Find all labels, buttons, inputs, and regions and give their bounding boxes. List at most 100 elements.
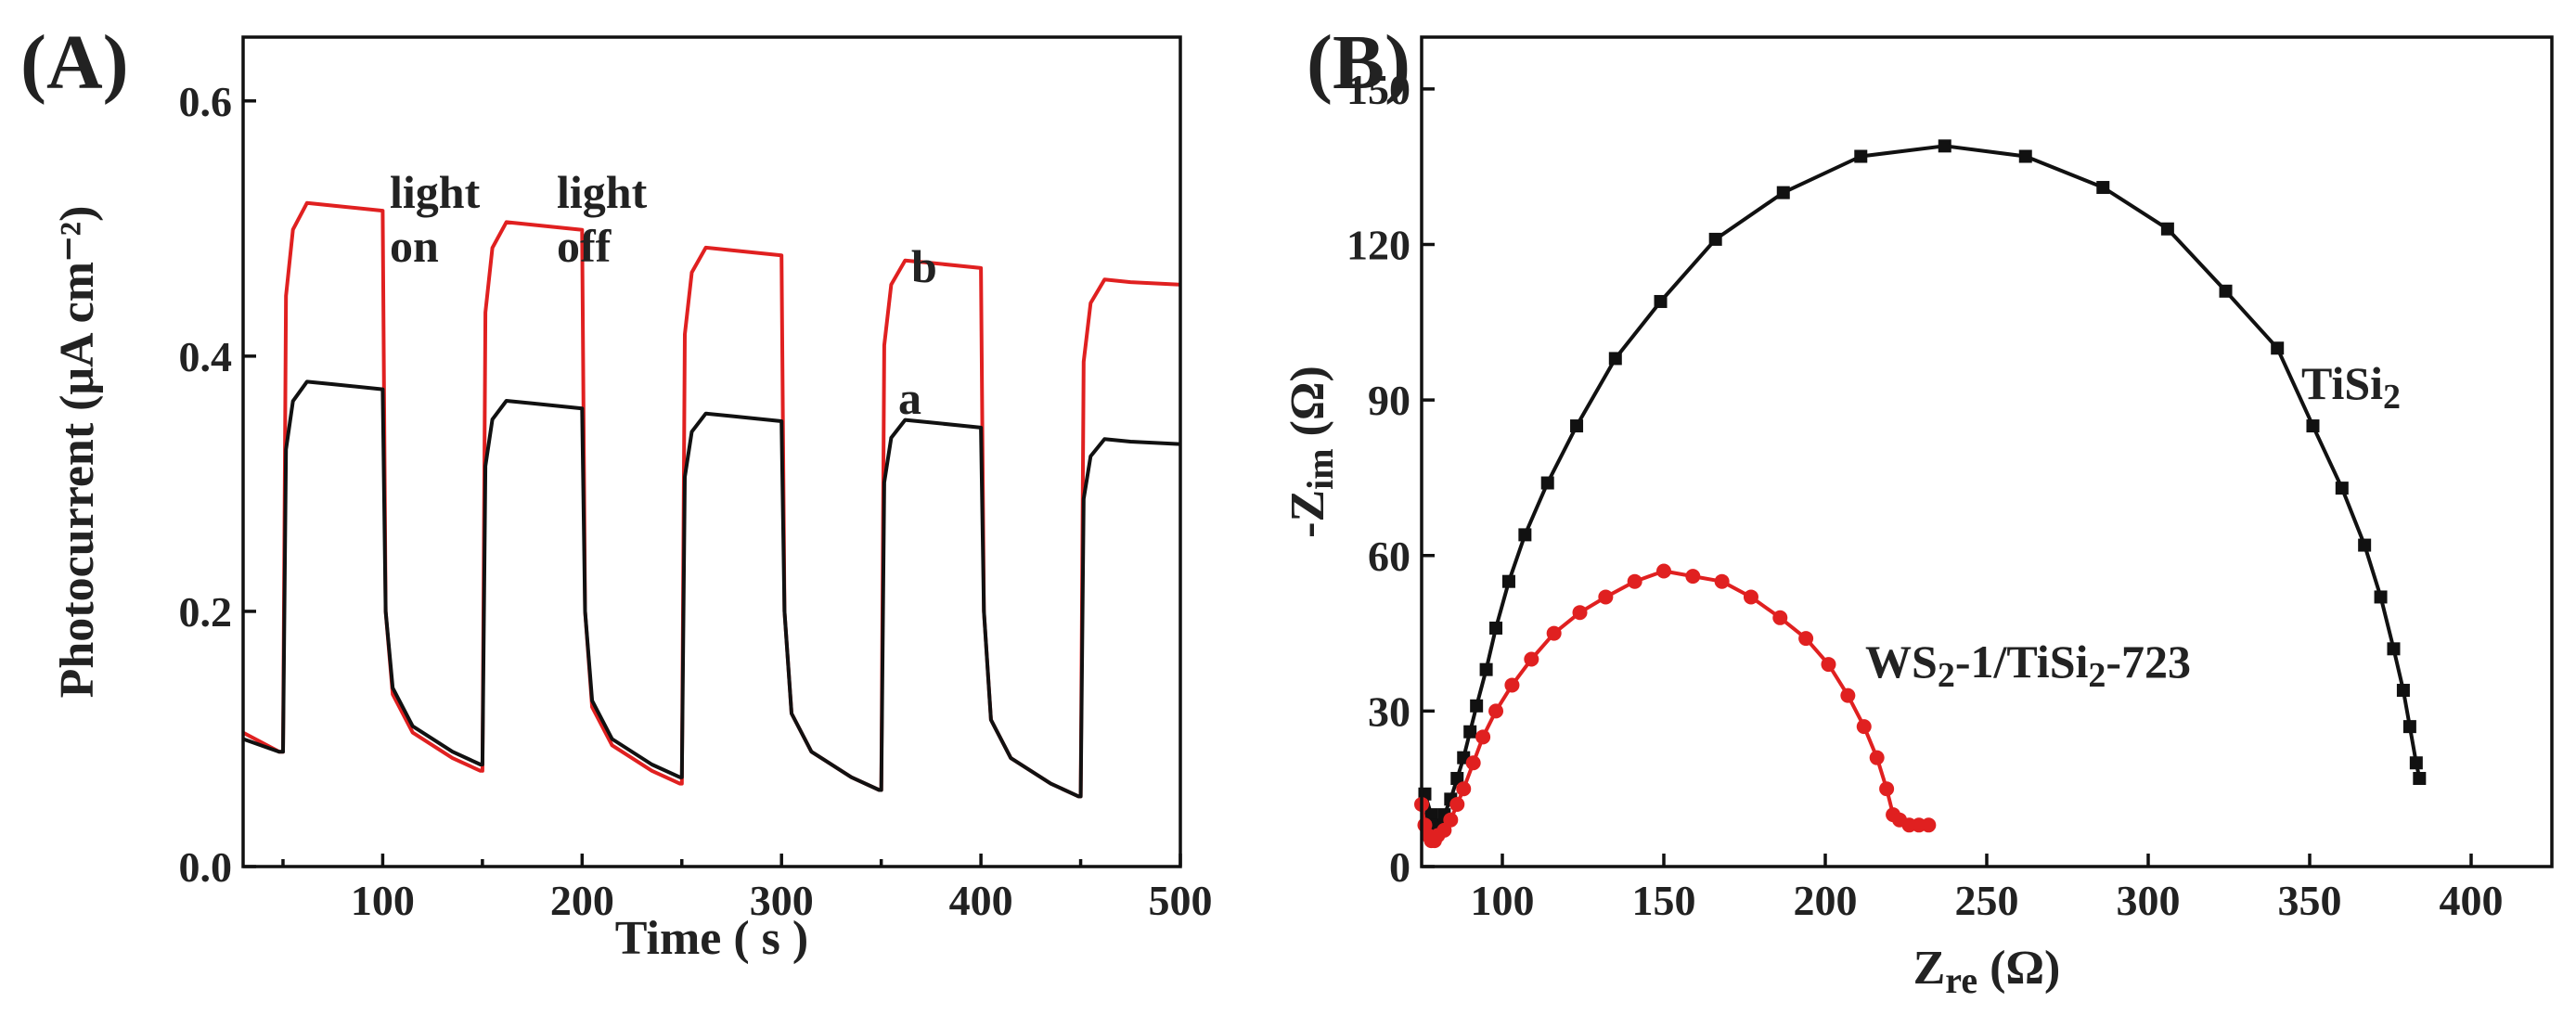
annotation-light-off-word2: off: [557, 220, 612, 272]
nyquist-point-TiSi2: [2409, 756, 2423, 770]
panel-a-x-tick-label: 300: [750, 877, 814, 924]
x-title-sub: re: [1945, 959, 1977, 1001]
panel-b-x-tick-label: 250: [1955, 877, 2019, 924]
panel-a-x-tick-label: 100: [351, 877, 415, 924]
panel-b-plot-frame: [1420, 35, 2554, 868]
panel-a-x-axis-title: Time ( s ): [615, 912, 808, 965]
nyquist-point-WS2-1/TiSi2-723: [1546, 625, 1562, 641]
panel-b-x-tick-label: 400: [2440, 877, 2504, 924]
panel-b-label: (B): [1307, 19, 1410, 106]
nyquist-point-TiSi2: [1938, 139, 1951, 153]
panel-b-y-tick-label: 30: [1368, 687, 1410, 735]
nyquist-point-WS2-1/TiSi2-723: [1488, 703, 1504, 719]
nyquist-point-TiSi2: [1479, 662, 1493, 676]
nyquist-point-TiSi2: [2306, 419, 2320, 433]
nyquist-point-TiSi2: [2160, 222, 2174, 236]
ws2-p1: WS: [1865, 636, 1938, 687]
panel-a-x-tick-label: 400: [949, 877, 1013, 924]
panel-a-y-tick-label: 0.6: [179, 78, 233, 125]
nyquist-point-TiSi2: [1708, 232, 1722, 246]
annotation-light-on-word2: on: [390, 220, 439, 272]
nyquist-point-TiSi2: [1470, 699, 1484, 713]
ws2-p5: -723: [2106, 636, 2191, 687]
panel-a-y-tick-label: 0.0: [179, 843, 233, 891]
nyquist-point-TiSi2: [2096, 181, 2110, 195]
nyquist-point-TiSi2: [1854, 149, 1868, 163]
nyquist-point-WS2-1/TiSi2-723: [1840, 687, 1856, 703]
nyquist-point-WS2-1/TiSi2-723: [1504, 677, 1520, 693]
nyquist-point-TiSi2: [2018, 149, 2032, 163]
nyquist-point-WS2-1/TiSi2-723: [1743, 589, 1758, 605]
nyquist-point-TiSi2: [1450, 772, 1464, 786]
photocurrent-series-a: [242, 379, 1181, 799]
panel-a-plot-frame: [241, 35, 1182, 868]
nyquist-point-WS2-1/TiSi2-723: [1856, 719, 1872, 735]
ws2-p2: 2: [1938, 656, 1955, 695]
panel-b-x-tick-label: 200: [1794, 877, 1858, 924]
y-title-unit: (Ω): [1282, 366, 1334, 448]
nyquist-point-TiSi2: [2358, 538, 2372, 552]
nyquist-point-TiSi2: [2396, 684, 2410, 698]
nyquist-point-WS2-1/TiSi2-723: [1869, 750, 1885, 765]
panel-b-x-tick-label: 150: [1632, 877, 1696, 924]
nyquist-point-TiSi2: [2413, 772, 2427, 786]
panel-a-series-group: [242, 200, 1181, 799]
panel-a: (A) 100 200 300 400 500 0.0 0.2 0.4 0.6 Time ( s…: [20, 19, 1213, 965]
nyquist-point-WS2-1/TiSi2-723: [1475, 729, 1491, 745]
series-label-b: b: [911, 240, 937, 292]
y-title-sub: im: [1299, 448, 1341, 489]
panel-b-y-tick-label: 0: [1389, 843, 1410, 891]
nyquist-point-WS2-1/TiSi2-723: [1798, 631, 1814, 647]
nyquist-point-WS2-1/TiSi2-723: [1685, 569, 1701, 585]
nyquist-point-TiSi2: [2219, 284, 2233, 298]
nyquist-point-WS2-1/TiSi2-723: [1598, 589, 1614, 605]
nyquist-point-WS2-1/TiSi2-723: [1714, 573, 1730, 589]
nyquist-line-TiSi2: [1423, 144, 2422, 828]
nyquist-point-WS2-1/TiSi2-723: [1456, 781, 1472, 797]
nyquist-point-TiSi2: [1489, 621, 1503, 635]
nyquist-point-TiSi2: [2374, 590, 2388, 604]
nyquist-point-WS2-1/TiSi2-723: [1656, 563, 1671, 579]
series-label-a: a: [898, 372, 921, 424]
panel-a-y-axis-title: Photocurrent (μA cm⁻²): [51, 206, 104, 699]
y-title-main: -Z: [1282, 490, 1334, 538]
nyquist-point-WS2-1/TiSi2-723: [1772, 610, 1788, 625]
annotation-light-on-word1: light: [390, 166, 481, 218]
nyquist-point-TiSi2: [1654, 294, 1668, 308]
panel-a-ticks: 100 200 300 400 500 0.0 0.2 0.4 0.6: [179, 78, 1213, 924]
panel-b-y-tick-label: 120: [1346, 222, 1410, 269]
nyquist-point-TiSi2: [2387, 642, 2401, 656]
panel-a-y-tick-label: 0.2: [179, 588, 233, 636]
panel-a-x-tick-label: 200: [550, 877, 614, 924]
nyquist-point-TiSi2: [1518, 528, 1532, 542]
panel-a-label: (A): [20, 19, 129, 106]
nyquist-point-TiSi2: [1540, 476, 1554, 490]
nyquist-point-WS2-1/TiSi2-723: [1921, 817, 1937, 833]
nyquist-point-WS2-1/TiSi2-723: [1821, 657, 1836, 673]
nyquist-point-TiSi2: [2402, 720, 2416, 734]
panel-b-series-group: [1414, 139, 2427, 849]
panel-b-y-tick-label: 60: [1368, 533, 1410, 580]
panel-a-y-tick-label: 0.4: [179, 333, 233, 380]
panel-a-x-tick-label: 500: [1149, 877, 1213, 924]
x-title-main: Z: [1913, 942, 1946, 995]
annotation-light-off-word1: light: [557, 166, 648, 218]
panel-b-ticks: 100 150 200 250 300 350 400 0 30 60 90 120 150: [1346, 66, 2504, 924]
nyquist-point-TiSi2: [2271, 341, 2285, 355]
ws2-p3: -1/TiSi: [1955, 636, 2089, 687]
panel-b-x-axis-title: Zre (Ω): [1913, 942, 2061, 1001]
nyquist-point-TiSi2: [1424, 808, 1438, 822]
nyquist-point-TiSi2: [1463, 725, 1477, 739]
nyquist-point-TiSi2: [1501, 574, 1515, 588]
nyquist-point-WS2-1/TiSi2-723: [1879, 781, 1895, 797]
tisi2-sub: 2: [2383, 378, 2401, 417]
nyquist-point-WS2-1/TiSi2-723: [1465, 755, 1481, 771]
nyquist-point-TiSi2: [2335, 482, 2349, 495]
panel-b-x-tick-label: 350: [2278, 877, 2342, 924]
nyquist-point-WS2-1/TiSi2-723: [1443, 812, 1459, 828]
nyquist-point-TiSi2: [1570, 419, 1584, 433]
annotation-tisi2: TiSi2: [2301, 357, 2401, 417]
panel-b-y-axis-title: -Zim (Ω): [1282, 366, 1341, 538]
nyquist-point-WS2-1/TiSi2-723: [1524, 651, 1539, 667]
panel-b-x-tick-label: 100: [1471, 877, 1535, 924]
